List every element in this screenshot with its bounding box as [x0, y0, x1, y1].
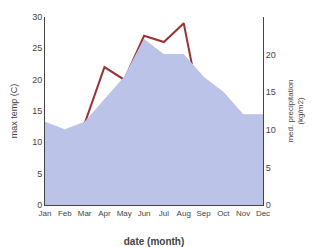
svg-text:Nov: Nov: [236, 209, 250, 218]
svg-text:15: 15: [266, 87, 276, 97]
svg-text:Mar: Mar: [78, 209, 92, 218]
svg-text:Feb: Feb: [58, 209, 72, 218]
svg-text:0: 0: [266, 200, 271, 210]
svg-text:5: 5: [266, 163, 271, 173]
svg-text:20: 20: [266, 50, 276, 60]
svg-text:10: 10: [266, 125, 276, 135]
svg-text:May: May: [117, 209, 132, 218]
svg-text:10: 10: [32, 137, 42, 147]
svg-text:Oct: Oct: [217, 209, 230, 218]
svg-text:max temp (C): max temp (C): [9, 84, 19, 139]
svg-text:Jun: Jun: [138, 209, 151, 218]
svg-text:Apr: Apr: [98, 209, 111, 218]
svg-text:Jan: Jan: [39, 209, 52, 218]
svg-text:date (month): date (month): [124, 236, 185, 247]
svg-text:Sep: Sep: [196, 209, 211, 218]
svg-text:15: 15: [32, 106, 42, 116]
svg-text:Dec: Dec: [256, 209, 270, 218]
svg-text:0: 0: [37, 200, 42, 210]
svg-text:20: 20: [32, 75, 42, 85]
svg-text:Jul: Jul: [159, 209, 169, 218]
svg-text:Aug: Aug: [177, 209, 191, 218]
svg-text:med. precipitation(kg/m2): med. precipitation(kg/m2): [286, 79, 305, 142]
svg-text:5: 5: [37, 169, 42, 179]
svg-text:30: 30: [32, 12, 42, 22]
svg-text:25: 25: [32, 43, 42, 53]
